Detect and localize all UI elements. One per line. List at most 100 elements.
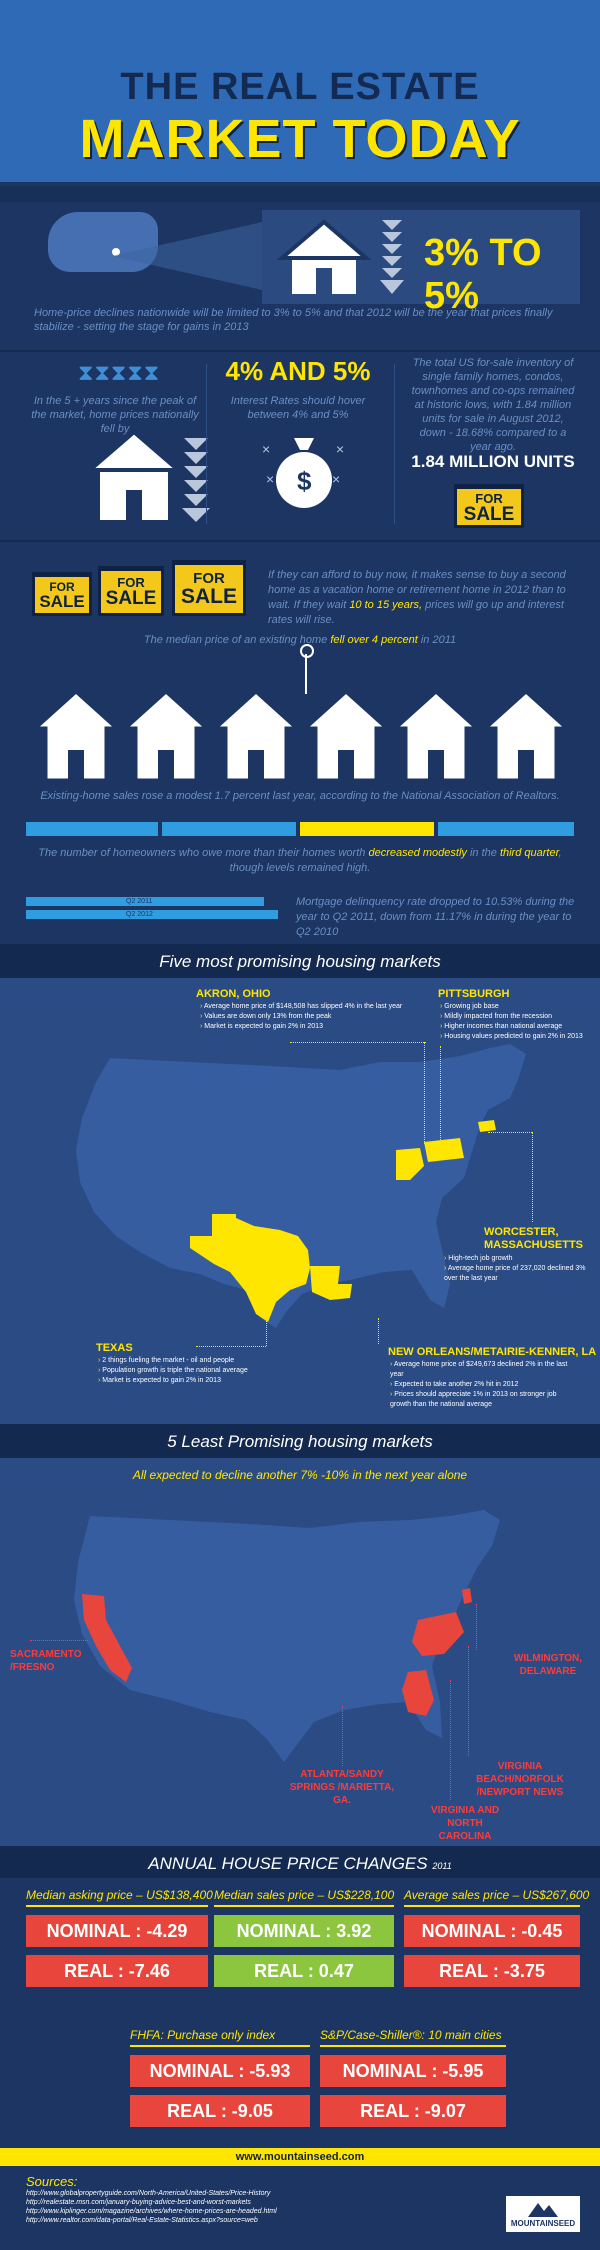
inventory-text: The total US for-sale inventory of singl… [411, 357, 575, 453]
quarter-bar-1 [26, 822, 158, 836]
neworleans-bullet: Expected to take another 2% hit in 2012 [390, 1380, 576, 1390]
owners-highlight-2: third quarter [499, 847, 559, 859]
annual-col-case-shiller: S&P/Case-Shiller®: 10 main cities NOMINA… [320, 2028, 506, 2127]
annual-heading: Average sales price – US$267,600 [404, 1888, 589, 1907]
annual-title: ANNUAL HOUSE PRICE CHANGES 2011 [0, 1854, 600, 1874]
nominal-box: NOMINAL : -5.93 [130, 2055, 310, 2087]
annual-year: 2011 [432, 1861, 452, 1871]
header: THE REAL ESTATE MARKET TODAY [0, 0, 600, 186]
for-sale-sign-icon: FOR SALE [172, 560, 246, 616]
worcester-bullet: Average home price of 237,020 declined 3… [444, 1264, 590, 1284]
worcester-bullet: High-tech job growth [444, 1254, 590, 1264]
leader-line [532, 1132, 533, 1222]
promising-title-band: Five most promising housing markets [0, 944, 600, 978]
mountain-icon [528, 2203, 558, 2217]
neworleans-label: NEW ORLEANS/METAIRIE-KENNER, LA [388, 1346, 597, 1358]
sign-for: FOR [193, 570, 225, 587]
delinquency-bar-1: Q2 2011 [26, 897, 264, 906]
median-highlight: fell over 4 percent [330, 634, 418, 646]
sign-sale: SALE [463, 504, 515, 525]
rates-heading: 4% AND 5% [225, 356, 371, 386]
sign-for: FOR [117, 575, 145, 590]
divider [0, 540, 600, 542]
houses-row [32, 689, 570, 782]
neworleans-bullets: Average home price of $249,673 declined … [390, 1360, 576, 1410]
worcester-bullets: High-tech job growth Average home price … [444, 1254, 590, 1284]
virginia-nc-label: VIRGINIA AND NORTH CAROLINA [430, 1805, 500, 1842]
divider [0, 350, 600, 352]
leader-line [378, 1318, 379, 1344]
least-title: 5 Least Promising housing markets [167, 1432, 433, 1451]
leader-line [450, 1680, 451, 1800]
annual-col-median-sales: Median sales price – US$228,100 NOMINAL … [214, 1888, 394, 1987]
leader-line [342, 1706, 343, 1766]
title-line-1: THE REAL ESTATE [120, 66, 480, 108]
california-highlight [82, 1594, 132, 1682]
sign-sale: SALE [105, 588, 157, 609]
second-home-text-b: prices will go up and interest rates wil… [268, 599, 564, 626]
pittsburgh-bullet: Housing values predicted to gain 2% in 2… [440, 1032, 590, 1042]
annual-heading: Median asking price – US$138,400 [26, 1888, 213, 1907]
annual-col-average-sales: Average sales price – US$267,600 NOMINAL… [404, 1888, 589, 1987]
nominal-box: NOMINAL : -0.45 [404, 1915, 580, 1947]
texas-bullet: Market is expected to gain 2% in 2013 [98, 1376, 268, 1386]
delinquency-bar-label-2: Q2 2012 [126, 911, 153, 918]
house-icon [302, 689, 390, 782]
svg-text:×: × [336, 441, 344, 457]
annual-title-text: ANNUAL HOUSE PRICE CHANGES [148, 1854, 428, 1873]
leader-line [290, 1042, 426, 1043]
decline-text: Home-price declines nationwide will be l… [34, 307, 553, 333]
mountainseed-logo: MOUNTAINSEED [506, 2196, 580, 2232]
source-link[interactable]: http://www.globalpropertyguide.com/North… [26, 2190, 271, 2197]
website-banner[interactable]: www.mountainseed.com [0, 2148, 600, 2166]
least-title-band: 5 Least Promising housing markets [0, 1424, 600, 1458]
house-down-icon [86, 429, 210, 522]
house-icon [32, 689, 120, 782]
delaware-highlight [462, 1588, 472, 1604]
quarter-bar-2 [162, 822, 296, 836]
source-link[interactable]: http://realestate.msn.com/january-buying… [26, 2199, 251, 2206]
annual-heading: FHFA: Purchase only index [130, 2028, 310, 2047]
texas-bullets: 2 things fueling the market - oil and pe… [98, 1356, 268, 1386]
house-icon [392, 689, 480, 782]
leader-line [440, 1046, 441, 1142]
texas-bullet: 2 things fueling the market - oil and pe… [98, 1356, 268, 1366]
sources-heading: Sources: [26, 2174, 78, 2189]
owners-highlight-1: decreased modestly [368, 847, 467, 859]
nominal-box: NOMINAL : -5.95 [320, 2055, 506, 2087]
leader-line [196, 1346, 266, 1347]
real-box: REAL : 0.47 [214, 1955, 394, 1987]
texas-highlight [190, 1214, 310, 1322]
delinquency-text: Mortgage delinquency rate dropped to 10.… [296, 896, 575, 938]
annual-title-band: ANNUAL HOUSE PRICE CHANGES 2011 [0, 1846, 600, 1880]
existing-sales-text: Existing-home sales rose a modest 1.7 pe… [40, 790, 560, 802]
virginiabeach-label: VIRGINIA BEACH/NORFOLK /NEWPORT NEWS [476, 1761, 564, 1798]
divider [394, 364, 395, 524]
divider [206, 364, 207, 524]
median-text-a: The median price of an existing home [143, 634, 331, 646]
annual-heading: S&P/Case-Shiller®: 10 main cities [320, 2028, 506, 2047]
akron-bullet: Average home price of $148,508 has slipp… [200, 1002, 430, 1012]
wilmington-label: WILMINGTON, DELAWARE [513, 1653, 583, 1677]
owners-text-b: , though levels remained high. [229, 847, 562, 874]
sign-for: FOR [475, 491, 503, 506]
leader-line [30, 1640, 88, 1641]
source-link[interactable]: http://www.realtor.com/data-portal/Real-… [26, 2217, 258, 2224]
leader-line [468, 1646, 469, 1756]
texas-label: TEXAS [96, 1342, 133, 1354]
delinquency-bar-label-1: Q2 2011 [126, 898, 153, 905]
annual-col-asking: Median asking price – US$138,400 NOMINAL… [26, 1888, 213, 1987]
svg-text:×: × [262, 441, 270, 457]
for-sale-sign-icon: FOR SALE [32, 572, 92, 616]
median-price-text: The median price of an existing home fel… [0, 634, 600, 646]
source-link[interactable]: http://www.kiplinger.com/magazine/archiv… [26, 2208, 277, 2215]
akron-bullet: Values are down only 13% from the peak [200, 1012, 430, 1022]
house-icon [482, 689, 570, 782]
house-icon [212, 689, 300, 782]
house-down-icon [276, 219, 404, 294]
pittsburgh-bullets: Growing job base Mildly impacted from th… [440, 1002, 590, 1042]
spotlight-beam [112, 222, 262, 290]
atlanta-label: ATLANTA/SANDY SPRINGS /MARIETTA, GA. [289, 1769, 395, 1806]
neworleans-bullet: Average home price of $249,673 declined … [390, 1360, 576, 1380]
pin-icon [300, 644, 314, 694]
